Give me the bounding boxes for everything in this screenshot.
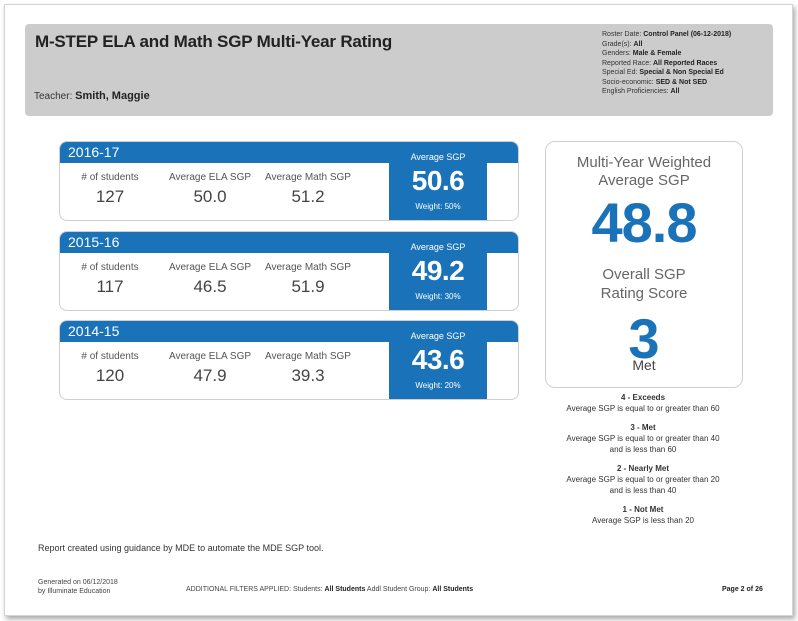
ela-value: 50.0	[193, 187, 227, 206]
teacher-label: Teacher:	[34, 91, 73, 102]
avg-label: Average SGP	[410, 152, 466, 162]
math-label: Average Math SGP	[265, 172, 351, 183]
year-label: 2016-17	[68, 144, 120, 160]
rating-score-title: Overall SGP Rating Score	[600, 266, 688, 302]
avg-value: 43.6	[411, 344, 465, 375]
legend-item: 3 - Met Average SGP is equal to or great…	[566, 423, 720, 454]
average-sgp-box: Average SGP 43.6 Weight: 20%	[389, 321, 487, 399]
filter-row: Special Ed: Special & Non Special Ed	[602, 69, 724, 76]
filter-row: Genders: Male & Female	[602, 50, 682, 57]
weight-label: Weight: 20%	[415, 381, 461, 390]
report-header: M-STEP ELA and Math SGP Multi-Year Ratin…	[25, 24, 773, 116]
year-label: 2014-15	[68, 323, 120, 339]
teacher-line: Teacher: Smith, Maggie	[34, 90, 150, 102]
year-label: 2015-16	[68, 234, 120, 250]
ela-label: Average ELA SGP	[168, 172, 252, 183]
footer-filters: ADDITIONAL FILTERS APPLIED: Students: Al…	[186, 586, 474, 593]
ela-label: Average ELA SGP	[168, 351, 252, 362]
average-sgp-box: Average SGP 50.6 Weight: 50%	[389, 142, 487, 220]
rating-legend: 4 - Exceeds Average SGP is equal to or g…	[545, 392, 741, 534]
ela-label: Average ELA SGP	[168, 262, 252, 273]
math-value: 51.9	[291, 277, 325, 296]
students-label: # of students	[81, 172, 139, 183]
weight-label: Weight: 30%	[415, 292, 461, 301]
students-value: 117	[96, 277, 124, 296]
students-value: 127	[95, 187, 125, 206]
report-title: M-STEP ELA and Math SGP Multi-Year Ratin…	[35, 32, 393, 51]
weight-label: Weight: 50%	[415, 202, 461, 211]
year-card-2016-17: 2016-17 # of students 127 Average ELA SG…	[59, 141, 519, 221]
filter-row: English Proficiencies: All	[602, 88, 680, 95]
teacher-name: Smith, Maggie	[75, 90, 150, 102]
math-value: 51.2	[291, 187, 325, 206]
weighted-sgp-value: 48.8	[591, 191, 698, 254]
students-value: 120	[95, 366, 125, 385]
filter-row: Grade(s): All	[602, 40, 643, 48]
filter-row: Roster Date: Control Panel (06-12-2018)	[602, 31, 732, 38]
footer-generated: Generated on 06/12/2018 by Illuminate Ed…	[38, 579, 118, 595]
avg-value: 49.2	[411, 255, 465, 286]
rating-score-label: Met	[632, 357, 656, 373]
students-label: # of students	[81, 262, 139, 273]
rating-score-value: 3	[628, 307, 660, 370]
ela-value: 46.5	[193, 277, 227, 296]
avg-label: Average SGP	[410, 331, 466, 341]
page-number: Page 2 of 26	[722, 586, 763, 593]
math-label: Average Math SGP	[265, 262, 351, 273]
students-label: # of students	[81, 351, 139, 362]
legend-item: 2 - Nearly Met Average SGP is equal to o…	[566, 464, 720, 495]
ela-value: 47.9	[193, 366, 227, 385]
year-card-2015-16: 2015-16 # of students 117 Average ELA SG…	[59, 231, 519, 311]
filter-row: Socio-economic: SED & Not SED	[602, 78, 708, 86]
legend-item: 4 - Exceeds Average SGP is equal to or g…	[566, 393, 720, 413]
report-note: Report created using guidance by MDE to …	[38, 543, 324, 553]
multi-year-summary-card: Multi-Year Weighted Average SGP 48.8 Ove…	[545, 141, 743, 388]
math-value: 39.3	[291, 366, 325, 385]
year-card-2014-15: 2014-15 # of students 120 Average ELA SG…	[59, 320, 519, 400]
avg-value: 50.6	[411, 165, 465, 196]
filter-row: Reported Race: All Reported Races	[602, 59, 718, 67]
math-label: Average Math SGP	[265, 351, 351, 362]
weighted-sgp-title: Multi-Year Weighted Average SGP	[576, 154, 712, 189]
average-sgp-box: Average SGP 49.2 Weight: 30%	[389, 232, 487, 310]
legend-item: 1 - Not Met Average SGP is less than 20	[592, 505, 694, 525]
avg-label: Average SGP	[410, 242, 466, 252]
filter-summary: Roster Date: Control Panel (06-12-2018) …	[602, 30, 731, 97]
